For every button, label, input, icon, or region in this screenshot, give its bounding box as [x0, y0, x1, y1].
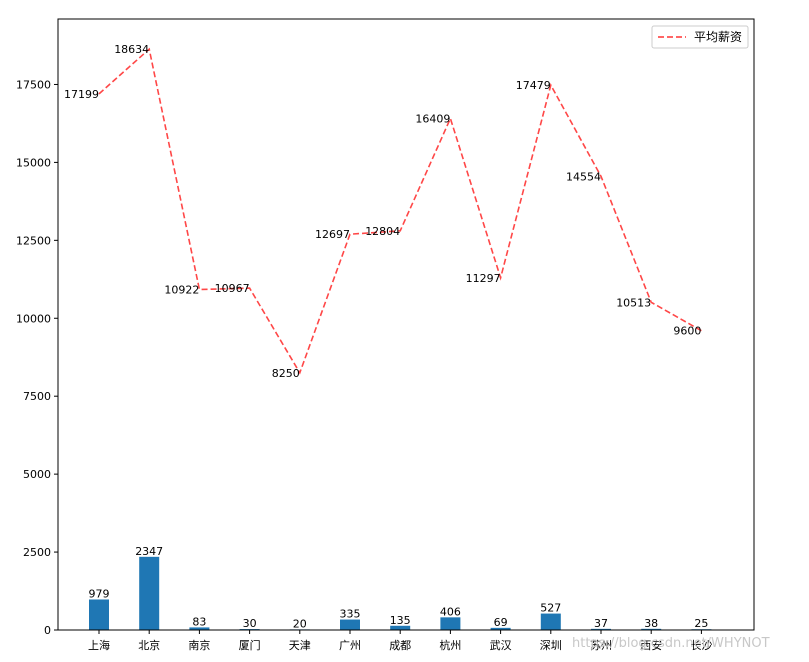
legend-box: [651, 25, 749, 49]
line-label-0: 17199: [64, 88, 99, 101]
x-tick-label-10: 苏州: [590, 639, 612, 652]
line-label-10: 14554: [566, 170, 601, 183]
plot-frame: [57, 18, 755, 631]
legend-entry-label: 平均薪资: [694, 30, 742, 44]
line-label-8: 11297: [466, 272, 501, 285]
bar-labels: 979 2347 83 30 20 335 135 406 69 527 37 38 25: [89, 545, 709, 631]
bar-label-1: 2347: [135, 545, 163, 558]
x-tick-label-12: 长沙: [690, 639, 712, 652]
x-axis: 上海 北京 南京 厦门 天津 广州 成都 杭州 武汉 深圳 苏州 西安 长沙: [88, 630, 712, 652]
bar-label-9: 527: [540, 602, 561, 615]
x-tick-label-9: 深圳: [540, 639, 562, 652]
legend: 平均薪资: [651, 25, 749, 49]
x-tick-label-11: 西安: [640, 638, 662, 652]
y-tick-label-2: 5000: [23, 468, 51, 481]
x-tick-label-3: 厦门: [239, 638, 261, 652]
bar-2: [189, 627, 210, 630]
bar-label-2: 83: [192, 615, 206, 628]
bar-label-6: 135: [390, 614, 411, 627]
bar-label-5: 335: [340, 608, 361, 621]
x-tick-label-0: 上海: [88, 638, 110, 652]
y-tick-label-3: 7500: [23, 390, 51, 403]
bar-6: [390, 625, 411, 630]
watermark: https://blog.csdn.net/WHYNOT: [572, 636, 770, 651]
bar-label-11: 38: [644, 617, 658, 630]
line-label-11: 10513: [616, 296, 651, 309]
line-label-12: 9600: [673, 325, 701, 338]
y-tick-label-0: 0: [44, 624, 51, 637]
line-labels: 17199 18634 10922 10967 8250 12697 12804 16409 1…: [64, 43, 701, 380]
line-label-6: 12804: [365, 225, 400, 238]
bar-9: [540, 613, 561, 630]
bar-11: [641, 628, 662, 630]
y-tick-label-4: 10000: [16, 312, 51, 325]
line-label-9: 17479: [516, 79, 551, 92]
bar-5: [340, 619, 360, 630]
bar-label-7: 406: [440, 605, 461, 618]
x-tick-label-7: 杭州: [439, 638, 461, 652]
y-tick-label-5: 12500: [16, 234, 51, 247]
y-axis: 0 2500 5000 7500 10000 12500 15000 17500: [16, 78, 58, 637]
bar-label-4: 20: [293, 617, 307, 630]
x-tick-label-6: 成都: [389, 639, 411, 652]
line-label-2: 10922: [164, 284, 199, 297]
bar-0: [89, 599, 109, 630]
line-label-7: 16409: [415, 112, 450, 125]
bar-label-3: 30: [243, 617, 257, 630]
x-tick-label-4: 天津: [289, 639, 311, 652]
line-label-3: 10967: [215, 282, 250, 295]
bar-label-0: 979: [89, 587, 110, 600]
salary-line-path: [98, 47, 702, 375]
line-label-5: 12697: [315, 228, 350, 241]
bar-label-12: 25: [694, 617, 708, 630]
bar-7: [440, 617, 461, 630]
bar-label-10: 37: [594, 617, 608, 630]
y-tick-label-6: 15000: [16, 156, 51, 169]
x-tick-label-2: 南京: [188, 638, 210, 652]
x-tick-label-1: 北京: [138, 638, 160, 652]
line-label-1: 18634: [114, 43, 149, 56]
bar-8: [490, 627, 511, 630]
bar-1: [139, 556, 160, 630]
bars: [89, 556, 712, 630]
line-label-4: 8250: [272, 367, 300, 380]
y-tick-label-1: 2500: [23, 546, 51, 559]
y-tick-label-7: 17500: [16, 78, 51, 91]
x-tick-label-8: 武汉: [490, 639, 512, 652]
bar-label-8: 69: [494, 616, 508, 629]
x-tick-label-5: 广州: [339, 639, 361, 652]
bar-10: [591, 628, 611, 630]
salary-line: [98, 47, 702, 375]
